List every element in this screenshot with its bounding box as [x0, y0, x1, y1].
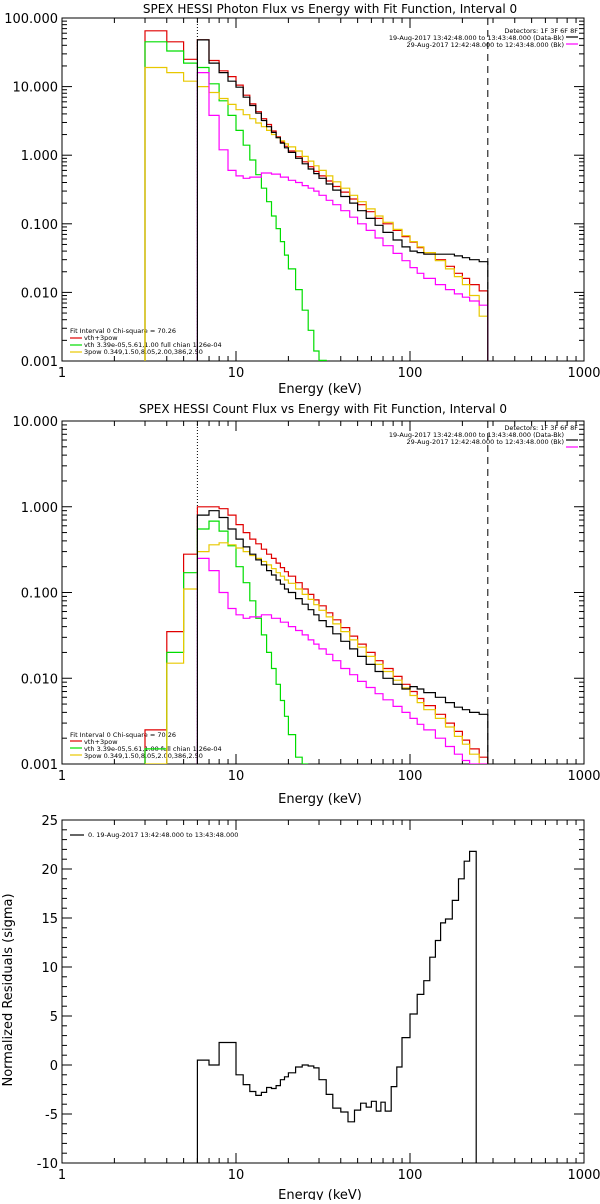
count-legend-bkg-line: 29-Aug-2017 12:42:48.000 to 12:43:48.000…: [407, 438, 564, 446]
count-series-data-line: [197, 511, 487, 764]
count-x-tick-label: 1: [58, 769, 66, 784]
photon-series-bkg-line: [197, 73, 487, 361]
photon-panel-title: SPEX HESSI Photon Flux vs Energy with Fi…: [143, 2, 517, 16]
residuals-panel: Energy (keV) Normalized Residuals (sigma…: [1, 814, 600, 1200]
photon-x-tick-label: 100: [398, 366, 423, 381]
photon-legend-bpow: 3pow 0.349,1.50,8.05,2.00,386,2.50: [84, 348, 203, 356]
count-legend-bpow: 3pow 0.349,1.50,8.05,2.00,386,2.50: [84, 752, 203, 760]
photon-series-data-line: [197, 40, 487, 361]
count-series-vth-line: [145, 521, 308, 764]
photon-series-bpow-line: [145, 68, 488, 362]
resid-series-group: [197, 851, 476, 1163]
count-panel-xlabel: Energy (keV): [278, 792, 362, 807]
photon-y-tick-label: 1.000: [21, 149, 58, 164]
photon-y-tick-label: 0.001: [21, 355, 58, 370]
resid-y-tick-label: 5: [50, 1010, 58, 1025]
resid-x-tick-label: 1: [58, 1168, 66, 1183]
photon-y-tick-label: 10.000: [13, 81, 59, 96]
resid-y-tick-label: 0: [50, 1059, 58, 1074]
count-series-total-line: [145, 507, 488, 764]
count-series-bkg-line: [197, 558, 487, 764]
resid-y-tick-label: 15: [41, 912, 58, 927]
count-y-tick-label: 0.100: [21, 587, 58, 602]
count-plot-frame: [62, 421, 584, 764]
resid-legend-entry: 0. 19-Aug-2017 13:42:48.000 to 13:43:48.…: [88, 831, 238, 839]
resid-x-tick-label: 100: [398, 1168, 423, 1183]
resid-y-tick-label: 25: [41, 814, 58, 829]
count-x-tick-label: 100: [398, 769, 423, 784]
resid-y-tick-label: 10: [41, 961, 58, 976]
photon-x-tick-label: 1: [58, 366, 66, 381]
photon-plot-frame: [62, 18, 584, 361]
count-x-tick-label: 1000: [567, 769, 600, 784]
resid-y-tick-label: -10: [37, 1157, 58, 1172]
resid-y-tick-label: -5: [45, 1108, 58, 1123]
resid-y-tick-label: 20: [41, 863, 58, 878]
count-flux-panel: SPEX HESSI Count Flux vs Energy with Fit…: [13, 402, 600, 807]
photon-x-tick-label: 10: [228, 366, 245, 381]
photon-series-total-line: [145, 31, 488, 361]
count-y-tick-label: 0.010: [21, 672, 58, 687]
count-y-tick-label: 10.000: [13, 415, 59, 430]
photon-y-tick-label: 100.000: [4, 12, 58, 27]
photon-series-group: [145, 31, 488, 361]
count-series-bpow-line: [145, 543, 488, 764]
photon-x-tick-label: 1000: [567, 366, 600, 381]
resid-x-tick-label: 10: [228, 1168, 245, 1183]
count-panel-title: SPEX HESSI Count Flux vs Energy with Fit…: [139, 402, 507, 416]
photon-series-vth-line: [145, 42, 326, 361]
resid-series-data-line: [197, 851, 476, 1163]
photon-y-tick-label: 0.100: [21, 218, 58, 233]
resid-x-tick-label: 1000: [567, 1168, 600, 1183]
photon-panel-xlabel: Energy (keV): [278, 382, 362, 397]
photon-y-tick-label: 0.010: [21, 286, 58, 301]
photon-flux-panel: SPEX HESSI Photon Flux vs Energy with Fi…: [4, 2, 600, 397]
count-series-group: [145, 507, 488, 764]
count-y-tick-label: 1.000: [21, 501, 58, 516]
count-y-tick-label: 0.001: [21, 758, 58, 773]
resid-panel-xlabel: Energy (keV): [278, 1188, 362, 1200]
count-x-tick-label: 10: [228, 769, 245, 784]
photon-legend-bkg-line: 29-Aug-2017 12:42:48.000 to 12:43:48.000…: [407, 41, 564, 49]
resid-panel-ylabel: Normalized Residuals (sigma): [1, 893, 16, 1086]
resid-plot-frame: [62, 820, 584, 1163]
